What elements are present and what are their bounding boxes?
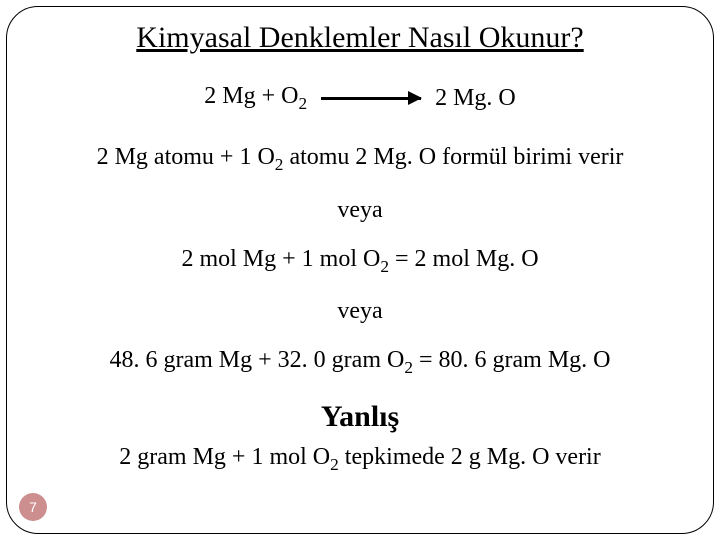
reading-mol-p1: 2 mol Mg + 1 mol O xyxy=(181,246,380,272)
equation-lhs: 2 Mg + O2 xyxy=(204,83,307,114)
reading-mol-p2: = 2 mol Mg. O xyxy=(389,246,539,272)
slide-title: Kimyasal Denklemler Nasıl Okunur? xyxy=(33,21,687,55)
reading-atoms-p2: atomu 2 Mg. O formül birimi verir xyxy=(283,144,623,170)
reading-gram-sub: 2 xyxy=(404,358,413,377)
reading-wrong-p1: 2 gram Mg + 1 mol O xyxy=(119,444,330,470)
or-label-1: veya xyxy=(33,197,687,224)
reading-atoms-p1: 2 Mg atomu + 1 O xyxy=(97,144,275,170)
reading-gram: 48. 6 gram Mg + 32. 0 gram O2 = 80. 6 gr… xyxy=(33,347,687,378)
reaction-arrow-icon xyxy=(321,97,421,100)
reading-wrong-p2: tepkimede 2 g Mg. O verir xyxy=(339,444,601,470)
reading-gram-p1: 48. 6 gram Mg + 32. 0 gram O xyxy=(109,347,404,373)
reading-mol: 2 mol Mg + 1 mol O2 = 2 mol Mg. O xyxy=(33,246,687,277)
reading-wrong-sub: 2 xyxy=(330,455,339,474)
equation-line: 2 Mg + O2 2 Mg. O xyxy=(33,83,687,114)
equation-rhs: 2 Mg. O xyxy=(435,85,516,112)
slide-frame: Kimyasal Denklemler Nasıl Okunur? 2 Mg +… xyxy=(6,6,714,534)
reading-mol-sub: 2 xyxy=(380,256,389,275)
wrong-label: Yanlış xyxy=(33,400,687,434)
page-number: 7 xyxy=(29,499,37,515)
or-label-2: veya xyxy=(33,298,687,325)
reading-atoms: 2 Mg atomu + 1 O2 atomu 2 Mg. O formül b… xyxy=(33,144,687,175)
equation-lhs-text: 2 Mg + O xyxy=(204,83,298,109)
equation-lhs-sub: 2 xyxy=(298,94,307,113)
reading-wrong: 2 gram Mg + 1 mol O2 tepkimede 2 g Mg. O… xyxy=(33,444,687,475)
page-number-badge: 7 xyxy=(19,493,47,521)
reading-gram-p2: = 80. 6 gram Mg. O xyxy=(413,347,611,373)
